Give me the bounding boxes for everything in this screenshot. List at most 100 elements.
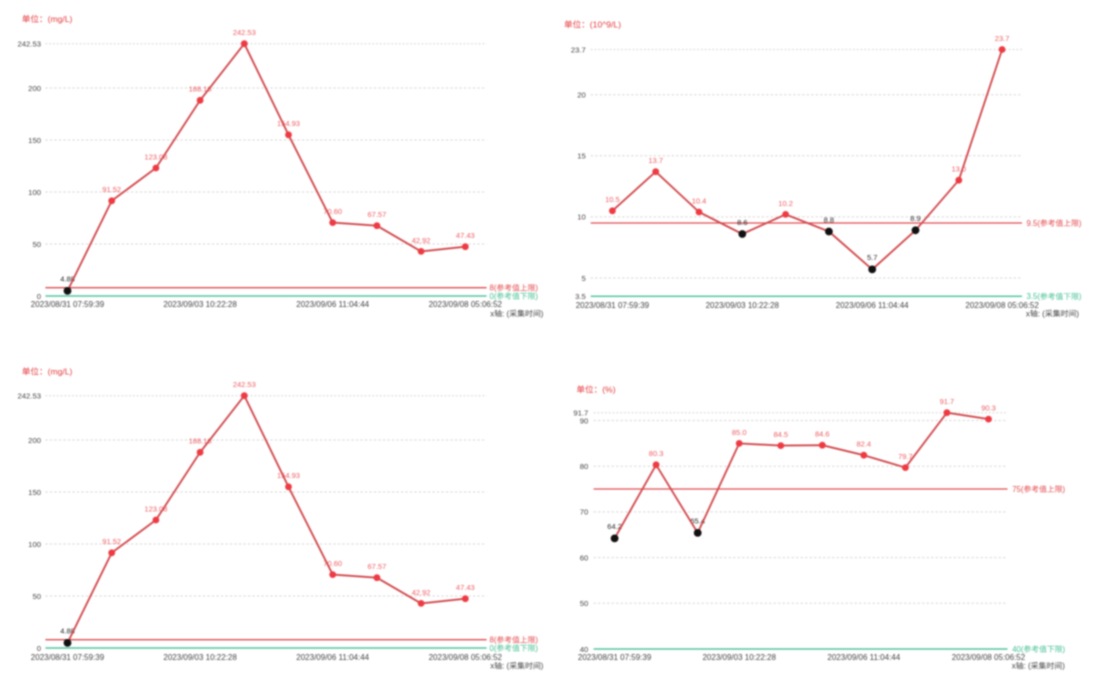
svg-text:91.7: 91.7: [573, 409, 588, 418]
svg-text:42.92: 42.92: [412, 236, 431, 245]
svg-text:200: 200: [28, 84, 41, 93]
svg-text:2023/09/06 11:04:44: 2023/09/06 11:04:44: [296, 653, 369, 662]
svg-text:5.7: 5.7: [867, 253, 877, 262]
svg-text:2023/09/06 11:04:44: 2023/09/06 11:04:44: [827, 653, 900, 662]
svg-text:): ): [535, 636, 538, 645]
svg-text:2023/09/03 10:22:28: 2023/09/03 10:22:28: [702, 653, 776, 662]
svg-text:): ): [535, 284, 538, 293]
svg-text:40(: 40(: [1012, 645, 1024, 654]
svg-text:): ): [535, 292, 538, 301]
svg-text:42.92: 42.92: [412, 588, 431, 597]
svg-text:242.53: 242.53: [233, 28, 256, 37]
svg-text:50: 50: [32, 240, 41, 249]
svg-text:2023/08/31 07:59:39: 2023/08/31 07:59:39: [576, 301, 650, 310]
svg-text:): ): [1063, 485, 1066, 494]
svg-text:x: x: [1012, 662, 1016, 671]
svg-text:3.5(: 3.5(: [1027, 292, 1041, 301]
svg-text:242.53: 242.53: [17, 392, 41, 401]
svg-text:91.7: 91.7: [940, 397, 955, 406]
svg-text:64.2: 64.2: [607, 522, 622, 531]
svg-text:20: 20: [577, 91, 586, 100]
svg-text:: (: : (: [1038, 309, 1045, 318]
svg-text:188.16: 188.16: [189, 437, 212, 446]
svg-text:: (: : (: [502, 662, 509, 671]
svg-text:100: 100: [28, 540, 41, 549]
svg-text:10: 10: [577, 213, 586, 222]
svg-text:): ): [541, 662, 544, 671]
svg-text:75(: 75(: [1012, 485, 1024, 494]
svg-text:8.8: 8.8: [824, 215, 834, 224]
svg-text:(mg/L): (mg/L): [48, 367, 73, 377]
svg-text:40: 40: [580, 645, 589, 654]
svg-text:2023/09/03 10:22:28: 2023/09/03 10:22:28: [163, 653, 237, 662]
svg-text:242.53: 242.53: [233, 380, 256, 389]
svg-text:0: 0: [37, 292, 41, 301]
svg-text:2023/09/06 11:04:44: 2023/09/06 11:04:44: [296, 300, 369, 309]
svg-text:50: 50: [580, 599, 589, 608]
svg-text:100: 100: [28, 188, 41, 197]
svg-text:4.88: 4.88: [60, 275, 75, 284]
svg-text:123.08: 123.08: [144, 504, 167, 513]
svg-text:10.2: 10.2: [778, 199, 793, 208]
svg-text:23.7: 23.7: [571, 45, 586, 54]
svg-text:2023/09/08 05:06:52: 2023/09/08 05:06:52: [429, 653, 503, 662]
svg-text:): ): [535, 644, 538, 653]
svg-text:60: 60: [580, 553, 589, 562]
svg-text:3.5: 3.5: [575, 292, 586, 301]
svg-text:0: 0: [37, 644, 41, 653]
svg-text:70.60: 70.60: [323, 207, 342, 216]
svg-text:8.6: 8.6: [737, 218, 747, 227]
svg-text:91.52: 91.52: [102, 537, 121, 546]
svg-text:15: 15: [577, 152, 586, 161]
svg-text:2023/09/08 05:06:52: 2023/09/08 05:06:52: [952, 653, 1026, 662]
svg-text:5: 5: [582, 274, 586, 283]
svg-text:13.7: 13.7: [648, 156, 663, 165]
svg-text:80: 80: [580, 462, 589, 471]
svg-text:200: 200: [28, 436, 41, 445]
svg-text:2023/09/08 05:06:52: 2023/09/08 05:06:52: [429, 300, 503, 309]
svg-text:90: 90: [580, 416, 589, 425]
svg-text:2023/09/08 05:06:52: 2023/09/08 05:06:52: [965, 301, 1039, 310]
svg-text:10.5: 10.5: [605, 195, 620, 204]
svg-text:67.57: 67.57: [368, 210, 387, 219]
svg-text:188.16: 188.16: [189, 85, 212, 94]
svg-text:2023/09/03 10:22:28: 2023/09/03 10:22:28: [706, 301, 780, 310]
svg-text:65.4: 65.4: [690, 517, 705, 526]
svg-text:(10^9/L): (10^9/L): [590, 20, 621, 30]
svg-text:9.5(: 9.5(: [1027, 219, 1041, 228]
svg-text:82.4: 82.4: [856, 440, 871, 449]
svg-text:70.60: 70.60: [323, 559, 342, 568]
svg-text:85.0: 85.0: [732, 428, 747, 437]
svg-text:242.53: 242.53: [17, 40, 41, 49]
svg-text:2023/08/31 07:59:39: 2023/08/31 07:59:39: [578, 653, 652, 662]
svg-text:84.6: 84.6: [815, 430, 830, 439]
svg-text:123.08: 123.08: [144, 152, 167, 161]
svg-text:(mg/L): (mg/L): [48, 14, 73, 24]
svg-text:70: 70: [580, 508, 589, 517]
svg-text:154.93: 154.93: [277, 119, 300, 128]
svg-text:10.4: 10.4: [692, 196, 707, 205]
svg-text:2023/09/06 11:04:44: 2023/09/06 11:04:44: [836, 301, 909, 310]
svg-text:8.9: 8.9: [910, 214, 920, 223]
svg-text:): ): [1079, 292, 1082, 301]
svg-text:150: 150: [28, 136, 41, 145]
svg-text:84.5: 84.5: [773, 430, 788, 439]
svg-text:50: 50: [32, 592, 41, 601]
svg-text:67.57: 67.57: [368, 562, 387, 571]
svg-text:x: x: [490, 662, 494, 671]
svg-text:): ): [541, 309, 544, 318]
svg-text:x: x: [1026, 309, 1030, 318]
svg-text:): ): [1063, 645, 1066, 654]
svg-text:x: x: [490, 309, 494, 318]
svg-text:2023/09/03 10:22:28: 2023/09/03 10:22:28: [163, 300, 237, 309]
svg-text:0(: 0(: [490, 292, 497, 301]
svg-text:90.3: 90.3: [981, 404, 996, 413]
svg-text:: (: : (: [502, 309, 509, 318]
svg-text:2023/08/31 07:59:39: 2023/08/31 07:59:39: [31, 300, 105, 309]
svg-text:8(: 8(: [490, 284, 497, 293]
svg-text:8(: 8(: [490, 636, 497, 645]
svg-text:47.43: 47.43: [456, 583, 475, 592]
svg-text:4.88: 4.88: [60, 627, 75, 636]
svg-text:): ): [1062, 662, 1065, 671]
svg-text:: (: : (: [1024, 662, 1031, 671]
